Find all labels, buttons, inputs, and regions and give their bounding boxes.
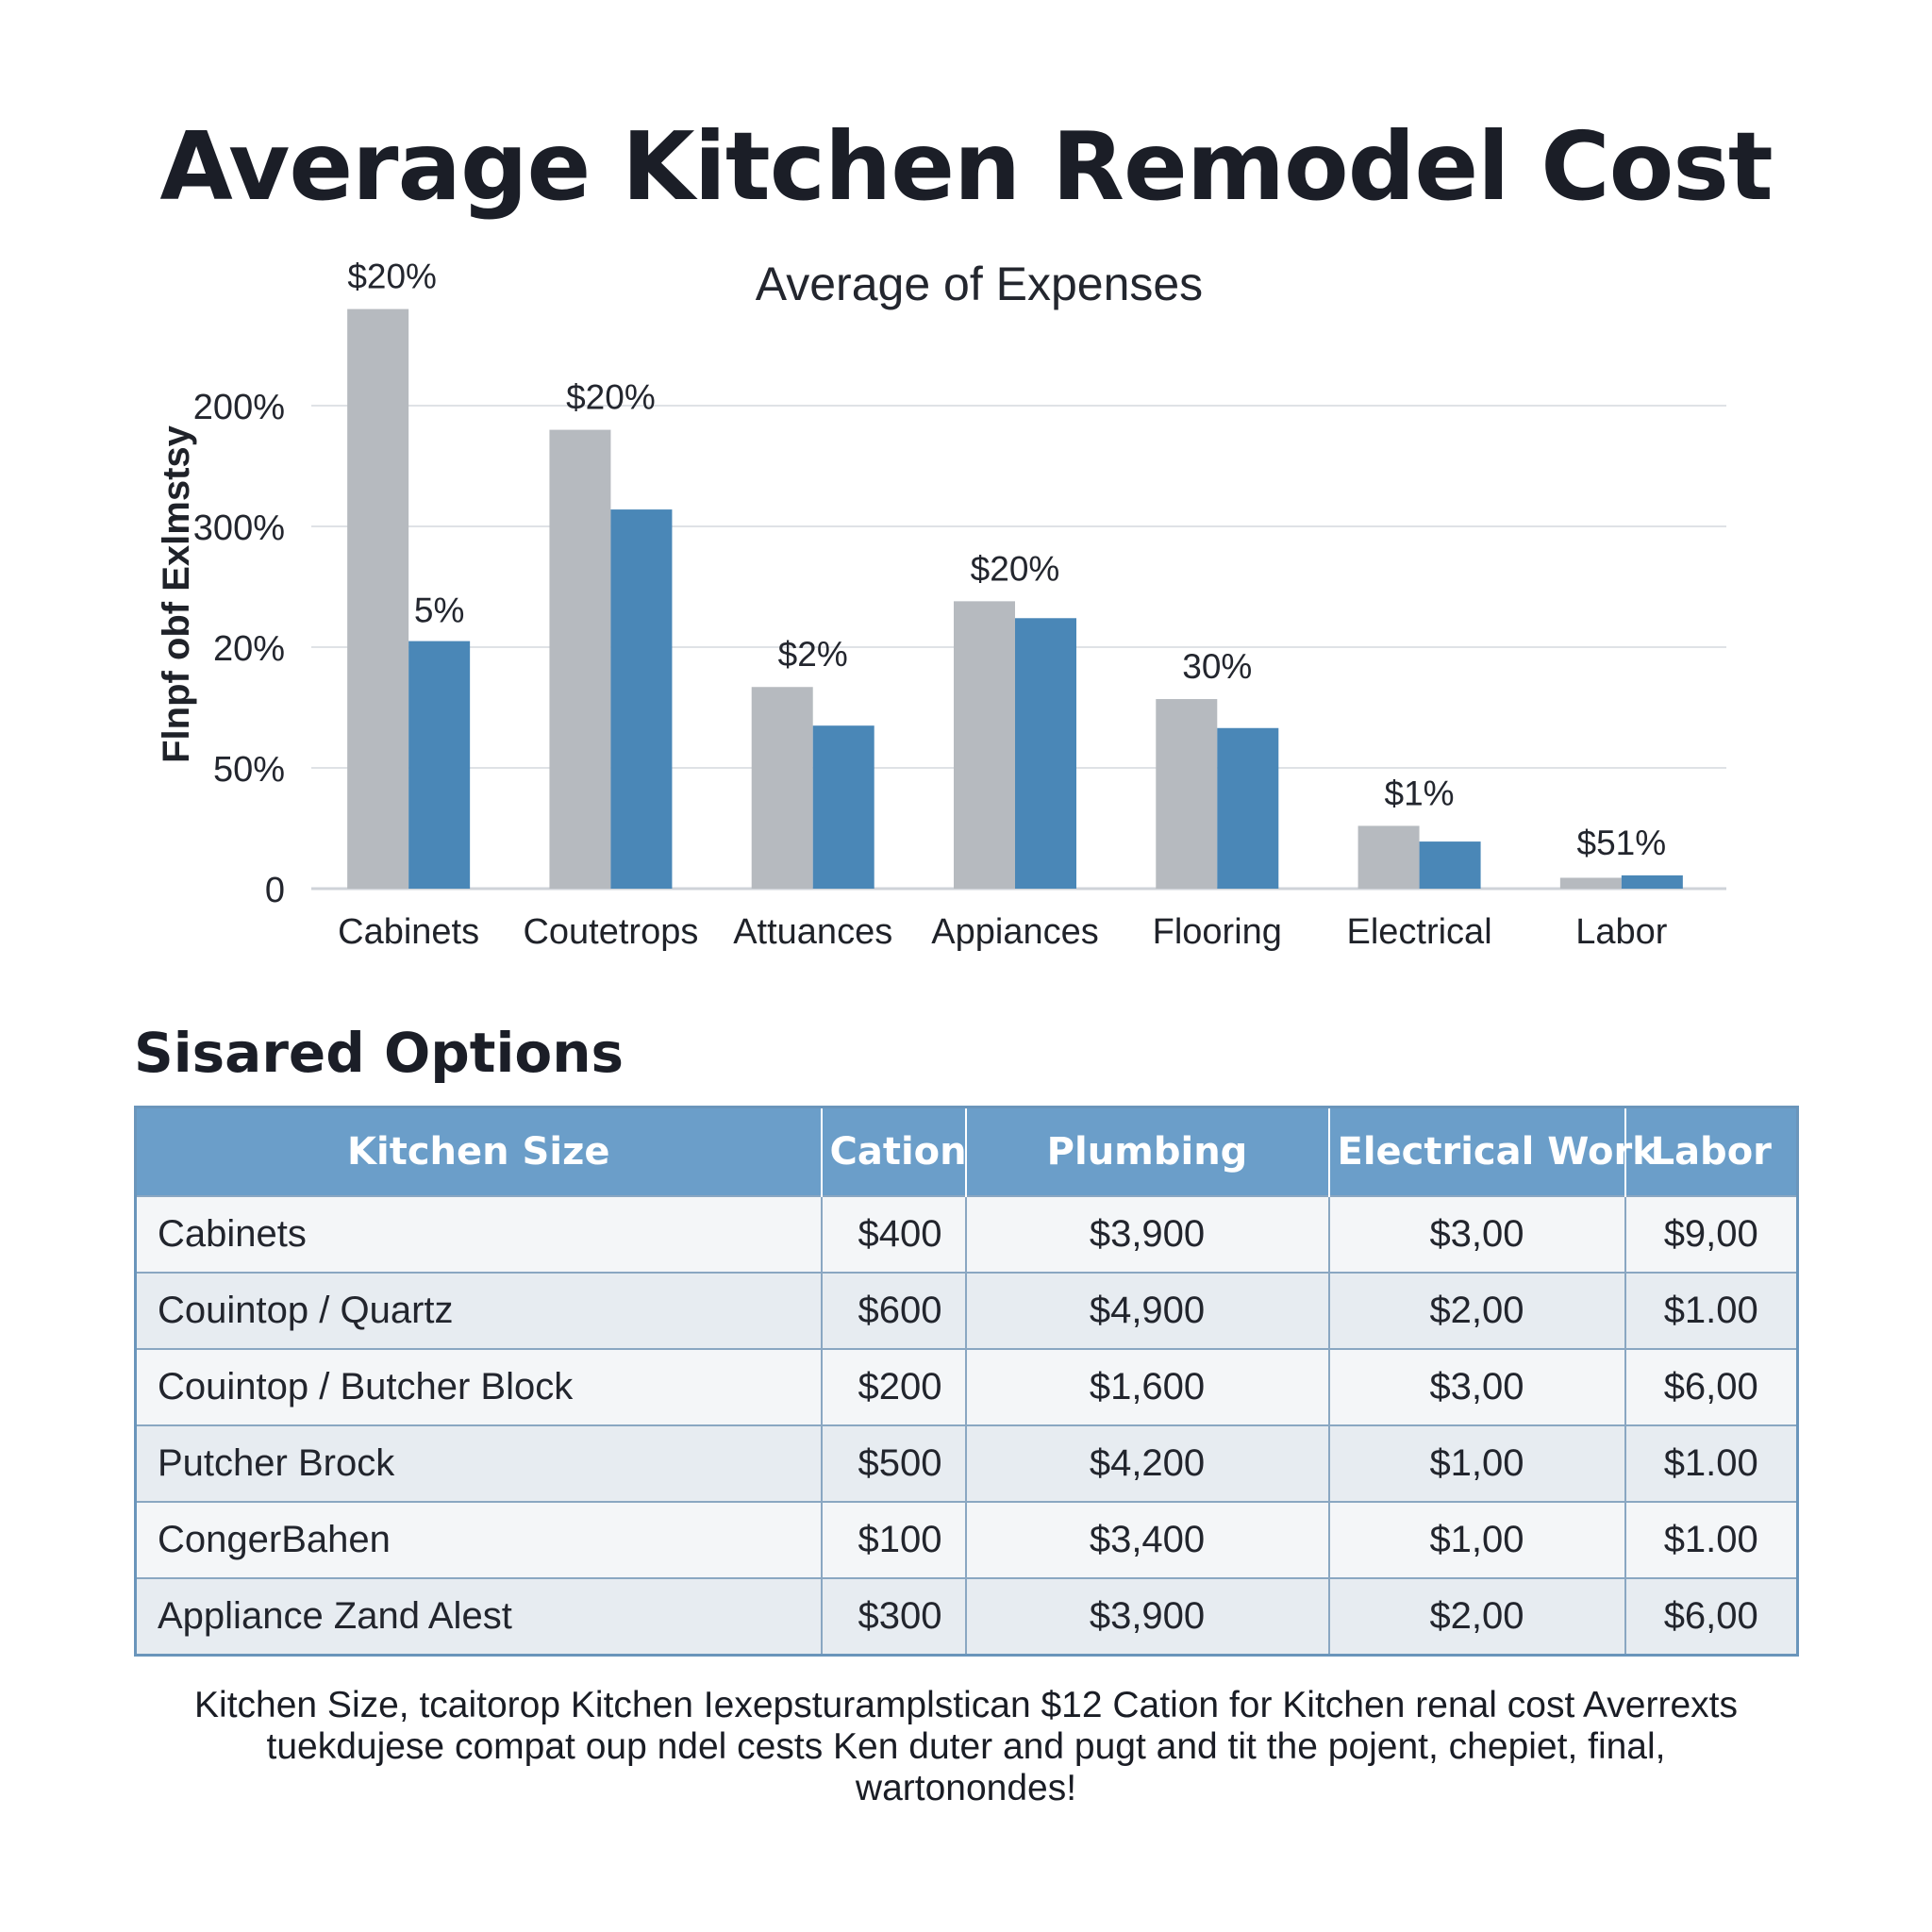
- bar-chart: 0 50% 20% 300% 200% Cabinets $20% Coutetrops $20…: [156, 258, 1726, 952]
- data-label: $2%: [778, 635, 848, 674]
- table-cell: $9,00: [1624, 1195, 1799, 1274]
- table-cell: $6,00: [1624, 1577, 1799, 1657]
- x-tick-label: Electrical: [1346, 912, 1491, 952]
- table-header-row: Kitchen Size Cation Plumbing Electrical …: [135, 1107, 1798, 1196]
- section-title: Sisared Options: [134, 1021, 625, 1085]
- table-cell: $1.00: [1624, 1272, 1799, 1350]
- table-row: Appliance Zand Alest $300 $3,900 $2,00 $6,00: [134, 1577, 1799, 1657]
- table-cell: CongerBahen: [134, 1501, 823, 1579]
- table-cell: $3,400: [964, 1501, 1330, 1579]
- y-tick-label: 200%: [193, 388, 285, 427]
- bar: [751, 687, 813, 889]
- table-cell: Putcher Brock: [134, 1424, 823, 1503]
- options-table: Kitchen Size Cation Plumbing Electrical …: [134, 1106, 1799, 1657]
- data-label: $20%: [971, 549, 1060, 588]
- table-cell: $1.00: [1624, 1501, 1799, 1579]
- table-cell: $4,200: [964, 1424, 1330, 1503]
- header-electrical-work: Electrical Work: [1328, 1107, 1657, 1196]
- y-axis-label: Flnpf obf Exlmstsy: [156, 425, 197, 763]
- header-labor: Labor: [1624, 1107, 1798, 1196]
- data-label: 30%: [1182, 647, 1252, 686]
- y-tick-label: 20%: [213, 629, 285, 669]
- table-cell: $300: [820, 1577, 967, 1657]
- x-tick-label: Cabinets: [338, 912, 479, 952]
- table-cell: $3,00: [1327, 1348, 1626, 1426]
- bar: [408, 641, 471, 889]
- table-cell: $1,600: [964, 1348, 1330, 1426]
- y-tick-label: 0: [265, 871, 285, 910]
- table-cell: Cabinets: [134, 1195, 823, 1274]
- bar: [1419, 841, 1481, 889]
- table-cell: Appliance Zand Alest: [134, 1577, 823, 1657]
- bar: [1156, 699, 1218, 889]
- table-cell: Couintop / Quartz: [134, 1272, 823, 1350]
- table-row: CongerBahen $100 $3,400 $1,00 $1.00: [134, 1501, 1799, 1579]
- header-plumbing: Plumbing: [965, 1107, 1330, 1196]
- chart-subtitle: Average of Expenses: [756, 258, 1203, 310]
- bar: [1621, 874, 1683, 889]
- table-cell: $6,00: [1624, 1348, 1799, 1426]
- chart-svg: 0 50% 20% 300% 200% Cabinets $20% Coutetrops $20…: [156, 258, 1726, 952]
- header-cation: Cation: [821, 1107, 967, 1196]
- table-cell: $3,900: [964, 1195, 1330, 1274]
- table-row: Cabinets $400 $3,900 $3,00 $9,00: [134, 1195, 1799, 1274]
- table-row: Putcher Brock $500 $4,200 $1,00 $1.00: [134, 1424, 1799, 1503]
- table-cell: $100: [820, 1501, 967, 1579]
- bar: [1559, 877, 1622, 889]
- header-kitchen-size: Kitchen Size: [135, 1107, 823, 1196]
- footnote: Kitchen Size, tcaitorop Kitchen Iexepstu…: [194, 1685, 1738, 1808]
- bar: [812, 725, 874, 889]
- x-tick-label: Attuances: [733, 912, 892, 952]
- table-cell: $400: [820, 1195, 967, 1274]
- x-tick-label: Labor: [1575, 912, 1668, 952]
- table-row: Couintop / Butcher Block $200 $1,600 $3,00 $…: [134, 1348, 1799, 1426]
- x-tick-label: Flooring: [1153, 912, 1282, 952]
- x-tick-label: Appiances: [931, 912, 1098, 952]
- data-label: $51%: [1577, 824, 1667, 862]
- table-cell: $3,00: [1327, 1195, 1626, 1274]
- y-tick-label: 300%: [193, 508, 285, 548]
- data-label: $20%: [347, 258, 437, 296]
- bar: [1015, 618, 1076, 889]
- table-row: Couintop / Quartz $600 $4,900 $2,00 $1.00: [134, 1272, 1799, 1350]
- bar: [954, 601, 1015, 889]
- table-cell: $4,900: [964, 1272, 1330, 1350]
- page-title: Average Kitchen Remodel Cost: [159, 111, 1773, 222]
- table-cell: $1,00: [1327, 1501, 1626, 1579]
- bar: [610, 509, 673, 889]
- bar: [347, 308, 409, 890]
- y-tick-label: 50%: [213, 750, 285, 790]
- table-cell: $2,00: [1327, 1577, 1626, 1657]
- table-cell: $600: [820, 1272, 967, 1350]
- data-label: $20%: [566, 378, 656, 417]
- data-label: 5%: [414, 591, 464, 630]
- table-cell: $2,00: [1327, 1272, 1626, 1350]
- table-cell: $1,00: [1327, 1424, 1626, 1503]
- table-cell: $500: [820, 1424, 967, 1503]
- bar: [1217, 727, 1279, 889]
- data-label: $1%: [1385, 774, 1455, 812]
- table-cell: $3,900: [964, 1577, 1330, 1657]
- table-cell: Couintop / Butcher Block: [134, 1348, 823, 1426]
- table-cell: $200: [820, 1348, 967, 1426]
- bar: [549, 429, 611, 889]
- table-cell: $1.00: [1624, 1424, 1799, 1503]
- x-tick-label: Coutetrops: [523, 912, 698, 952]
- bar: [1357, 825, 1420, 889]
